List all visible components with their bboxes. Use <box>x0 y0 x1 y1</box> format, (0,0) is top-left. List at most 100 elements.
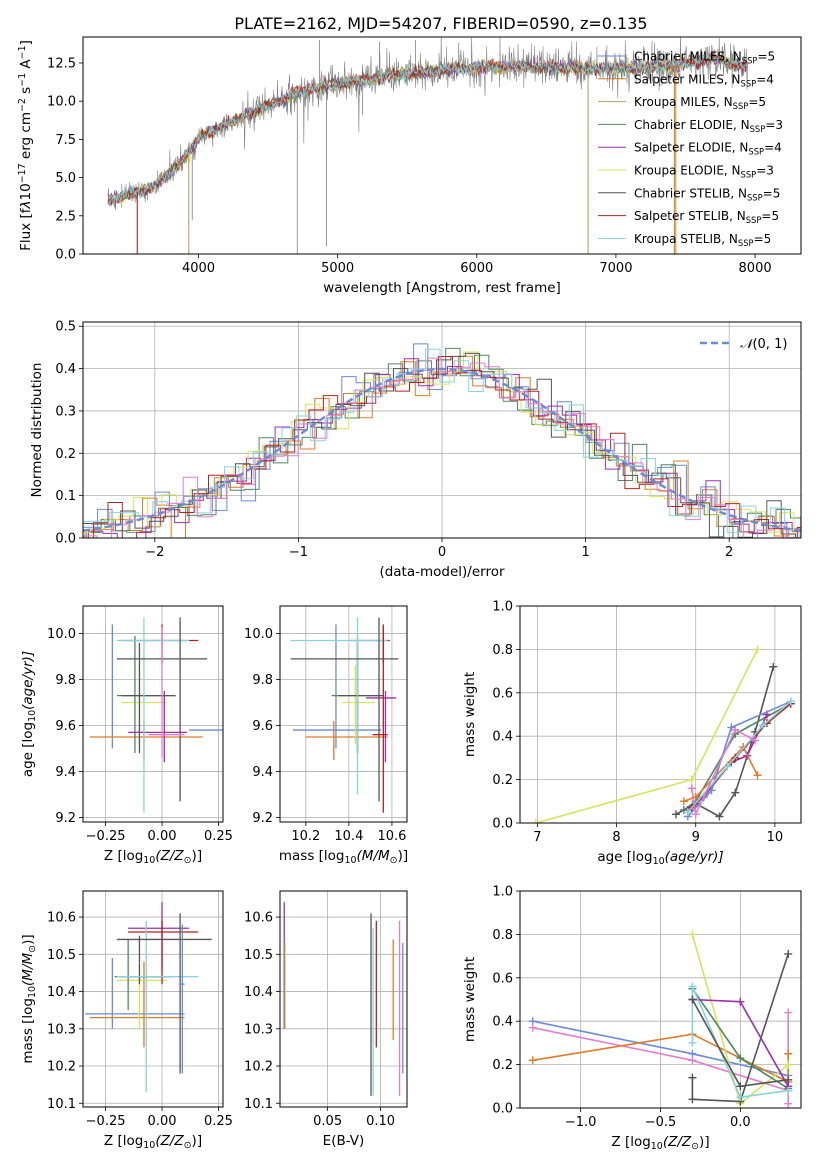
y-tick-label: 10.0 <box>47 95 76 110</box>
y-tick-label: 1.0 <box>492 600 513 615</box>
weight-point <box>769 662 778 671</box>
weight-point <box>736 1082 745 1091</box>
weight-point <box>751 736 760 745</box>
y-tick-label: 10.6 <box>47 911 76 926</box>
legend-label: Kroupa MILES, NSSP=5 <box>634 95 766 111</box>
label-part: SSP <box>746 215 762 225</box>
y-tick-label: 0.0 <box>55 248 76 263</box>
x-tick-label: 0.0 <box>730 1115 751 1130</box>
y-tick-label: 0.6 <box>492 971 513 986</box>
label-part: SSP <box>748 147 764 157</box>
y-tick-label: 0.1 <box>55 489 76 504</box>
x-tick-label: −1.0 <box>565 1115 597 1130</box>
label-part: ⊙ <box>184 855 192 866</box>
histogram-step <box>83 352 801 538</box>
weight-point <box>736 1054 745 1063</box>
label-part: 10 <box>345 855 357 866</box>
y-tick-label: 9.4 <box>252 765 273 780</box>
axes-frame <box>82 36 802 255</box>
label-part: Chabrier MILES, N <box>634 50 742 64</box>
weight-point <box>784 1099 793 1108</box>
x-tick-label: 8 <box>612 830 620 845</box>
legend-label: Kroupa STELIB, NSSP=5 <box>634 232 771 248</box>
x-axis-label: mass [log10(M/M⊙)] <box>279 848 408 866</box>
weight-point <box>687 784 696 793</box>
weight-point <box>784 1075 793 1084</box>
x-axis-label: Z [log10(Z/Z⊙)] <box>104 848 202 866</box>
label-part: SSP <box>733 101 749 111</box>
label-part: SSP <box>738 238 754 248</box>
label-part: age [log <box>20 722 36 777</box>
y-tick-label: 0.0 <box>55 532 76 547</box>
y-tick-label: 12.5 <box>47 56 76 71</box>
y-tick-label: 7.5 <box>55 133 76 148</box>
x-tick-label: −2 <box>145 545 164 560</box>
weight-point <box>688 1056 697 1065</box>
axes-frame <box>82 321 802 539</box>
label-part: SSP <box>747 192 763 202</box>
legend-label: Kroupa ELODIE, NSSP=3 <box>634 164 774 180</box>
y-tick-label: 0.2 <box>492 773 513 788</box>
label-part: Kroupa MILES, N <box>634 95 733 109</box>
label-part: )] <box>192 848 203 864</box>
legend-label: Chabrier MILES, NSSP=5 <box>634 50 775 66</box>
label-part: =5 <box>761 209 779 223</box>
histogram-step <box>83 356 801 538</box>
histogram-step <box>83 357 801 538</box>
y-axis-label: mass weight <box>462 957 478 1042</box>
weight-line <box>683 745 759 803</box>
label-part: Salpeter MILES, N <box>634 72 741 86</box>
y-tick-label: 1.0 <box>492 885 513 900</box>
weight-point <box>688 930 697 939</box>
legend-label: 𝒩(0, 1) <box>740 337 787 352</box>
label-part: Kroupa STELIB, N <box>634 232 738 246</box>
y-tick-label: 10.4 <box>244 985 273 1000</box>
y-tick-label: 9.2 <box>55 811 76 826</box>
y-tick-label: 10.0 <box>47 627 76 642</box>
label-part: Salpeter STELIB, N <box>634 209 746 223</box>
y-tick-label: 0.8 <box>492 928 513 943</box>
label-part: =3 <box>756 164 774 178</box>
axes-ebv-mass: 0.05 0.10 10.1 10.2 10.3 10.4 10.5 10.6 E(B-V) <box>244 890 408 1149</box>
axes-mass-age: 10.2 10.4 10.6 9.2 9.4 9.6 9.8 10.0 mass [log10(… <box>244 605 408 866</box>
label-part: 10 <box>27 986 38 998</box>
label-part: Chabrier ELODIE, N <box>634 118 750 132</box>
weight-point <box>688 1038 697 1047</box>
y-axis-label: Normed distribution <box>29 363 45 498</box>
plot-area <box>531 645 795 823</box>
y-tick-label: 0.4 <box>492 1015 513 1030</box>
legend-label: Chabrier ELODIE, NSSP=3 <box>634 118 783 134</box>
y-tick-label: 10.1 <box>244 1097 273 1112</box>
y-axis-label: age [log10(age/yr)] <box>20 651 38 777</box>
label-part: )] <box>20 934 36 945</box>
label-part: (M/M <box>20 953 36 986</box>
x-tick-label: 7 <box>533 830 541 845</box>
label-part: 10 <box>143 1140 155 1151</box>
x-tick-label: 8000 <box>739 261 772 276</box>
axes-residuals: −2 −1 0 1 2 0.0 0.1 0.2 0.3 0.4 0.5 (data-model)/er… <box>29 320 802 580</box>
plot-area <box>528 930 793 1108</box>
y-tick-label: 9.8 <box>252 673 273 688</box>
y-tick-label: 10.2 <box>47 1060 76 1075</box>
x-axis-label: Z [log10(Z/Z⊙)] <box>611 1134 709 1152</box>
label-part: 10 <box>143 855 155 866</box>
label-part: =5 <box>754 232 772 246</box>
legend-label: Salpeter ELODIE, NSSP=4 <box>634 141 782 157</box>
x-tick-label: 0.00 <box>148 829 177 844</box>
label-part: 10 <box>651 1141 663 1152</box>
x-tick-label: 10.2 <box>291 829 320 844</box>
x-axis-label: wavelength [Angstrom, rest frame] <box>323 280 561 296</box>
y-axis-label: mass weight <box>462 672 478 757</box>
y-tick-label: 0.5 <box>55 320 76 335</box>
weight-point <box>786 697 795 706</box>
weight-line <box>683 702 792 811</box>
x-tick-label: 7000 <box>599 261 632 276</box>
y-tick-label: 10.4 <box>47 985 76 1000</box>
y-tick-label: 0.2 <box>492 1058 513 1073</box>
x-tick-label: −0.5 <box>645 1115 677 1130</box>
label-part: A <box>18 59 34 73</box>
y-tick-label: 0.8 <box>492 643 513 658</box>
weight-point <box>784 1049 793 1058</box>
weight-point <box>707 786 716 795</box>
weight-point <box>687 775 696 784</box>
